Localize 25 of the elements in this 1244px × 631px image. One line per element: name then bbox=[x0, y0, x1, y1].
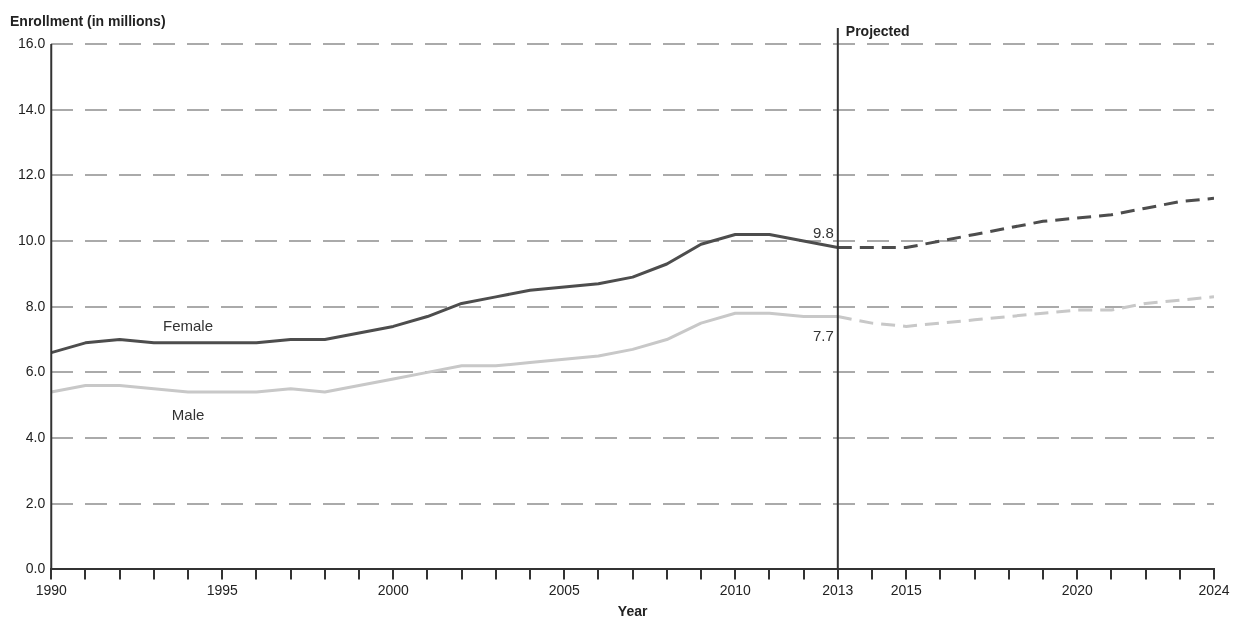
x-tick-label: 2010 bbox=[719, 581, 751, 598]
y-tick-label: 10.0 bbox=[18, 231, 46, 248]
y-tick-label: 0.0 bbox=[25, 560, 46, 577]
x-tick-label: 1995 bbox=[206, 581, 239, 598]
annotation: 9.8 bbox=[812, 223, 834, 241]
ref-line-label: Projected bbox=[845, 23, 910, 39]
x-tick-label: 2015 bbox=[890, 581, 922, 598]
series-label: Female bbox=[163, 316, 214, 334]
annotation: 7.7 bbox=[812, 326, 834, 344]
series-label: Male bbox=[171, 406, 205, 424]
y-tick-label: 14.0 bbox=[18, 100, 46, 117]
x-tick-label: 2013 bbox=[822, 581, 854, 598]
x-tick-label: 2024 bbox=[1198, 581, 1230, 598]
y-tick-label: 2.0 bbox=[25, 494, 46, 511]
x-axis-title: Year bbox=[617, 603, 648, 620]
x-tick-label: 2000 bbox=[377, 581, 410, 598]
y-tick-label: 8.0 bbox=[25, 297, 46, 314]
y-tick-label: 4.0 bbox=[25, 428, 46, 445]
x-tick-label: 1990 bbox=[35, 581, 68, 598]
x-tick-label: 2020 bbox=[1061, 581, 1093, 598]
x-tick-label: 2005 bbox=[548, 581, 581, 598]
y-tick-label: 6.0 bbox=[25, 363, 46, 380]
y-tick-label: 16.0 bbox=[18, 34, 46, 51]
y-axis-title: Enrollment (in millions) bbox=[10, 13, 166, 29]
y-tick-label: 12.0 bbox=[18, 166, 46, 183]
